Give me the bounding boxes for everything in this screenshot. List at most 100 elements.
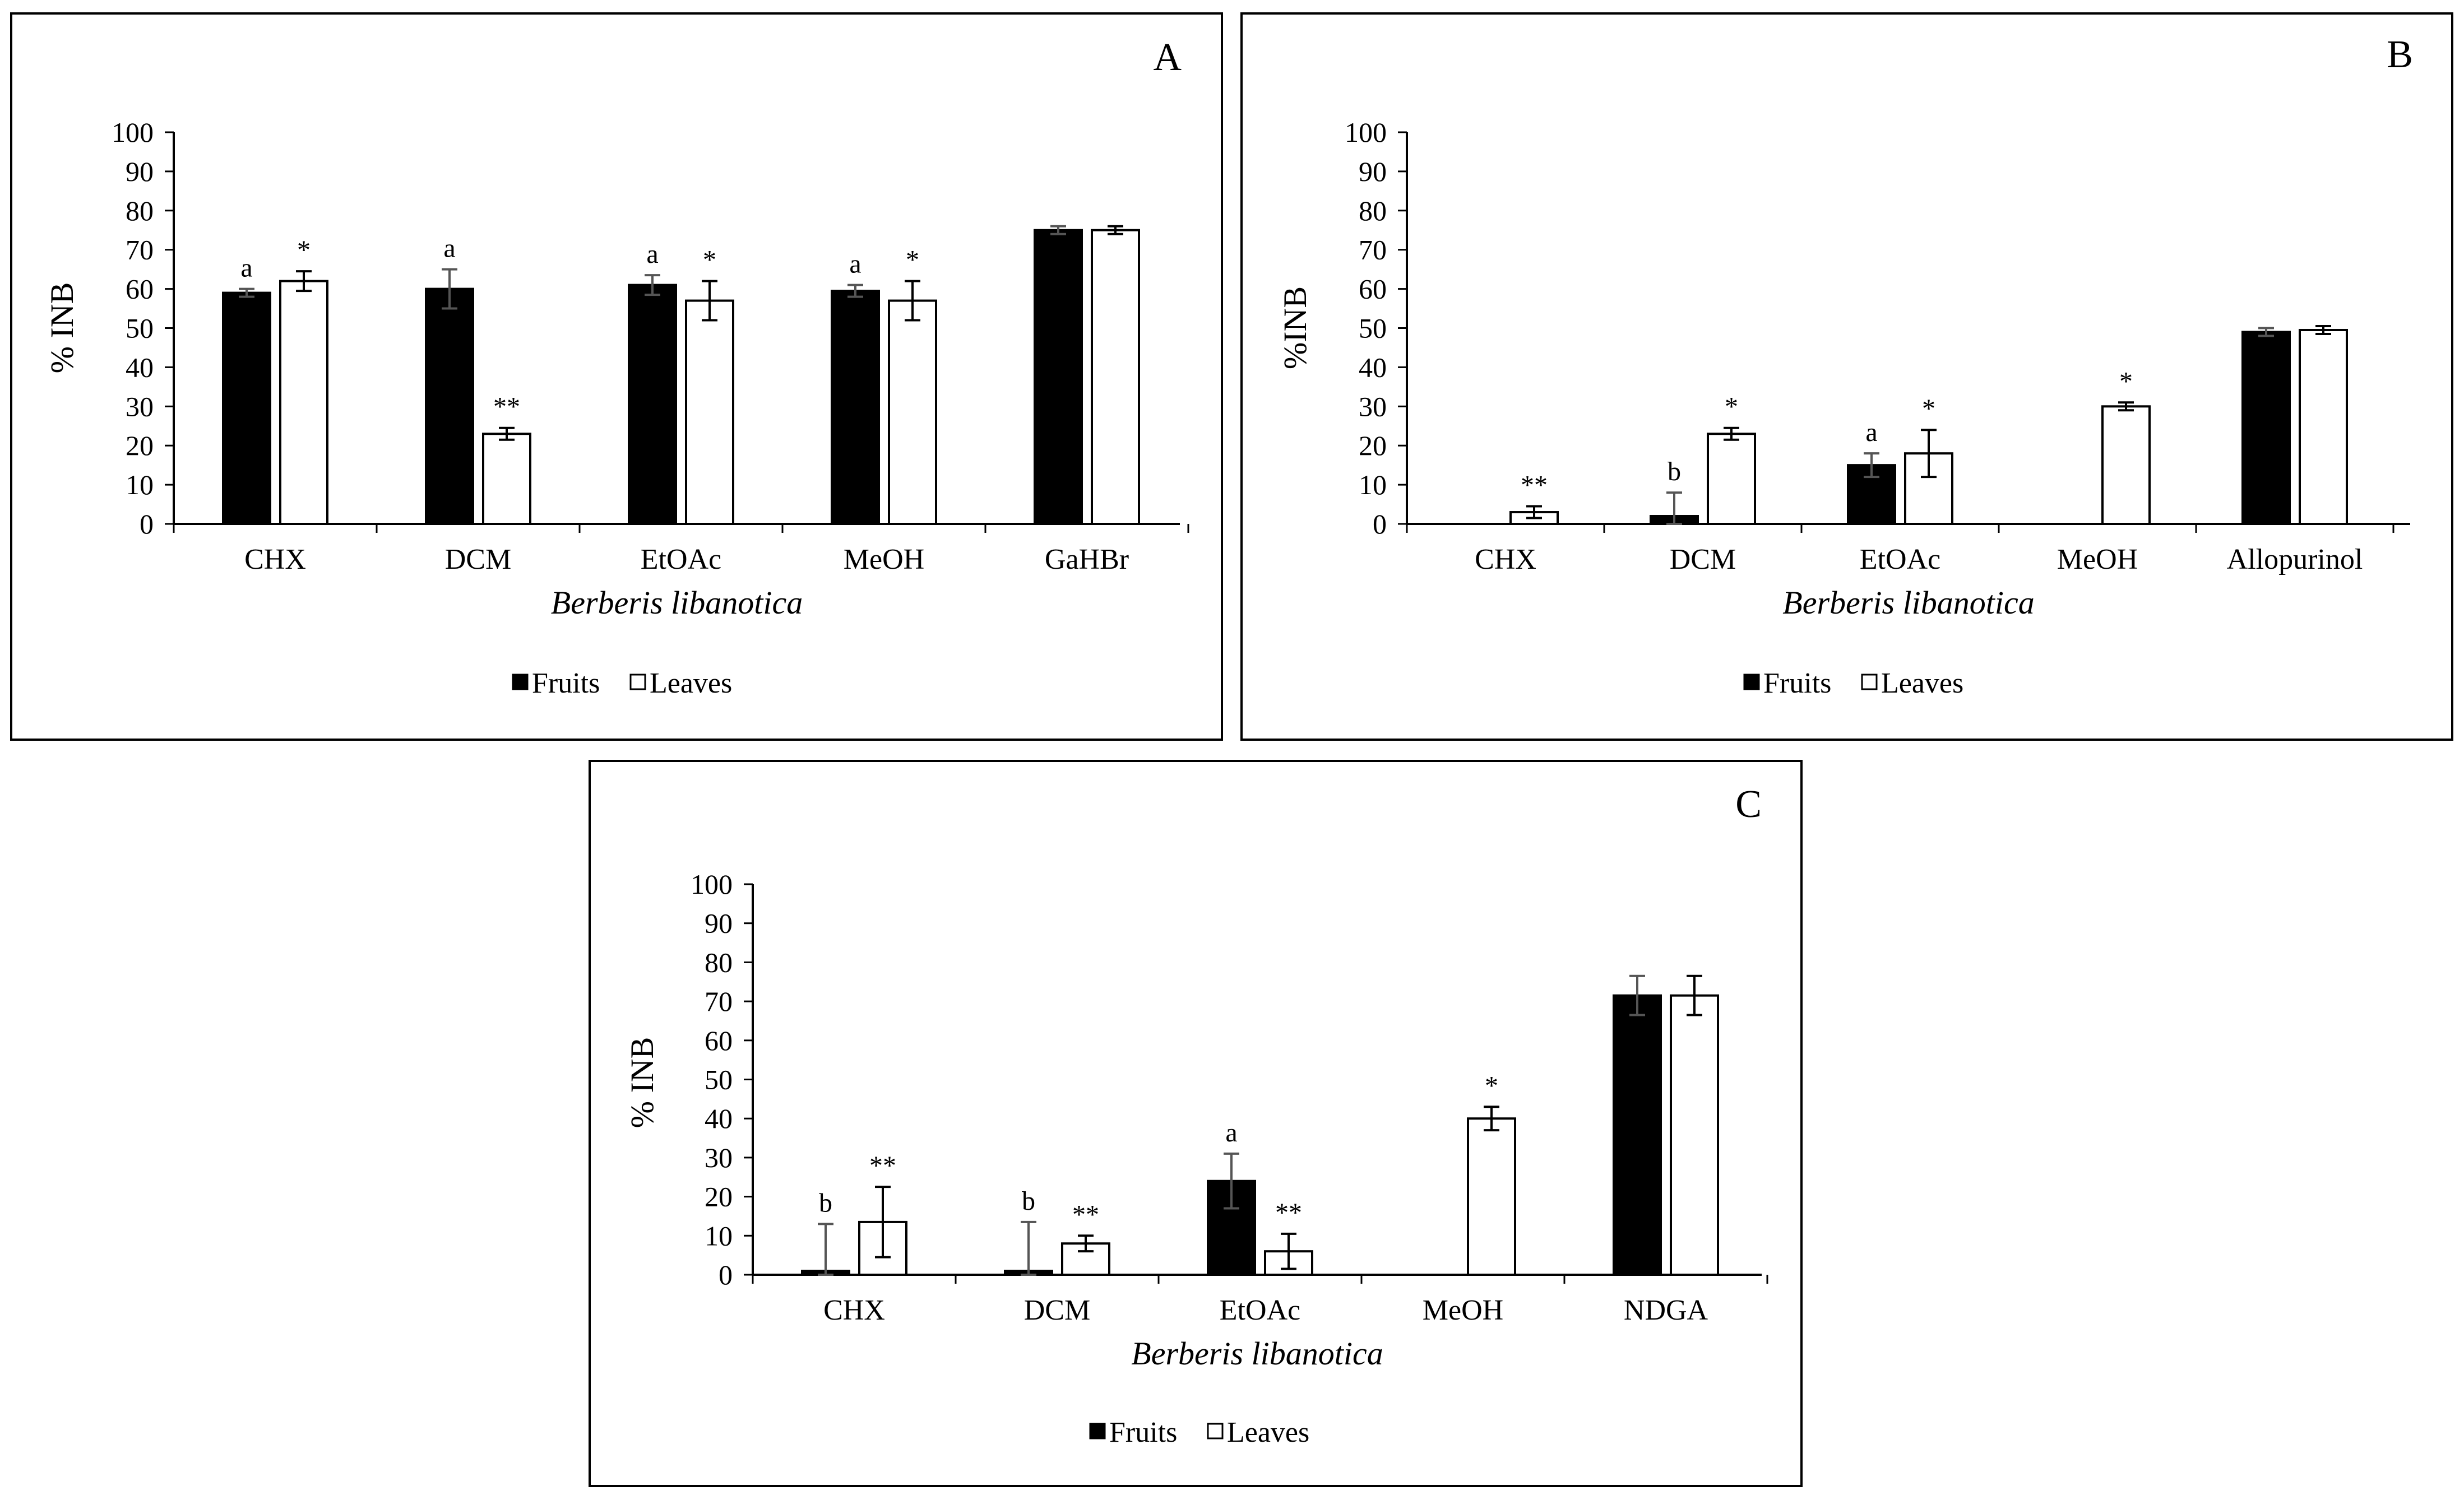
y-tick-label: 50 [705,1064,733,1095]
category-label: MeOH [2057,544,2138,575]
y-tick-label: 10 [1359,469,1387,500]
y-tick-label: 100 [691,869,733,900]
x-axis-title: Berberis libanotica [551,584,803,621]
legend-swatch-fruits [1743,674,1760,690]
bar-fruits [1613,994,1662,1276]
bar-fruits [2241,331,2291,525]
y-tick-label: 100 [112,117,154,148]
significance-label: b [1668,457,1681,486]
bar-fruits [831,290,880,525]
y-tick-label: 0 [140,508,154,540]
y-tick-label: 80 [1359,195,1387,226]
chart-panel-b: B0102030405060708090100%INBCHX**DCMb*EtO… [1240,12,2453,741]
panel-letter: A [1153,36,1182,79]
significance-label: a [443,234,455,263]
bar-fruits [222,291,271,526]
significance-label: * [2119,366,2133,396]
significance-label: a [849,249,861,279]
category-label: EtOAc [641,544,721,575]
bar-leaves [1091,229,1140,525]
panel-letter: C [1735,783,1762,826]
y-tick-label: 70 [705,986,733,1017]
significance-label: * [703,245,716,275]
y-tick-label: 40 [126,351,154,383]
legend: Fruits Leaves [512,667,732,699]
legend-label-fruits: Fruits [1109,1417,1177,1448]
bar-leaves [1467,1117,1516,1276]
y-tick-label: 70 [1359,234,1387,266]
category-label: MeOH [1423,1294,1503,1326]
legend-label-fruits: Fruits [1763,667,1831,699]
significance-label: * [297,235,311,265]
y-tick-label: 40 [705,1103,733,1134]
legend-swatch-leaves [1207,1423,1224,1439]
legend-label-leaves: Leaves [650,667,732,699]
category-label: EtOAc [1220,1294,1300,1326]
significance-label: a [646,239,658,269]
significance-label: ** [1275,1198,1302,1228]
y-axis-title: % INB [44,282,80,374]
bar-leaves [685,299,734,525]
significance-label: b [819,1188,832,1218]
legend: Fruits Leaves [1089,1417,1309,1448]
legend-swatch-leaves [1861,674,1878,690]
y-tick-label: 20 [705,1181,733,1213]
y-tick-label: 10 [705,1220,733,1251]
significance-label: * [1725,392,1738,422]
category-label: CHX [823,1294,885,1326]
panel-frame [1240,12,2453,741]
y-tick-label: 20 [1359,430,1387,461]
legend-swatch-leaves [629,674,646,690]
y-tick-label: 30 [126,391,154,422]
y-tick-label: 0 [719,1259,733,1290]
legend-label-leaves: Leaves [1881,667,1963,699]
significance-label: a [1865,417,1877,447]
bar-leaves [888,299,937,525]
significance-label: ** [869,1151,896,1181]
y-tick-label: 20 [126,430,154,461]
category-label: Allopurinol [2227,544,2363,575]
category-label: MeOH [844,544,924,575]
y-tick-label: 70 [126,234,154,266]
y-tick-label: 90 [126,156,154,187]
significance-label: * [1485,1071,1498,1100]
bar-fruits [1034,229,1083,525]
bar-leaves [279,280,328,525]
legend-swatch-fruits [1089,1423,1106,1439]
category-label: DCM [1670,544,1736,575]
y-tick-label: 60 [705,1025,733,1056]
significance-label: a [1225,1118,1237,1148]
panel-frame [10,12,1223,741]
y-tick-label: 50 [1359,313,1387,344]
y-tick-label: 90 [1359,156,1387,187]
category-label: DCM [445,544,511,575]
significance-label: b [1022,1186,1035,1216]
y-tick-label: 50 [126,313,154,344]
y-tick-label: 10 [126,469,154,500]
y-tick-label: 60 [126,273,154,305]
category-label: EtOAc [1860,544,1940,575]
legend-label-leaves: Leaves [1227,1417,1309,1448]
category-label: NDGA [1624,1294,1708,1326]
panel-letter: B [2387,33,2413,76]
y-axis-title: % INB [624,1037,660,1129]
y-tick-label: 40 [1359,351,1387,383]
bar-leaves [1670,994,1719,1276]
significance-label: ** [1521,471,1548,500]
bar-leaves [1707,433,1756,525]
legend: Fruits Leaves [1743,667,1963,699]
y-tick-label: 80 [705,946,733,978]
significance-label: ** [493,392,520,422]
y-tick-label: 0 [1373,508,1387,540]
y-tick-label: 60 [1359,273,1387,305]
category-label: DCM [1024,1294,1090,1326]
category-label: CHX [244,544,306,575]
y-tick-label: 30 [705,1142,733,1173]
y-axis-title: %INB [1277,286,1313,369]
bar-fruits [628,284,677,525]
bar-leaves [2299,328,2348,525]
significance-label: ** [1072,1200,1099,1229]
category-label: GaHBr [1045,544,1129,575]
